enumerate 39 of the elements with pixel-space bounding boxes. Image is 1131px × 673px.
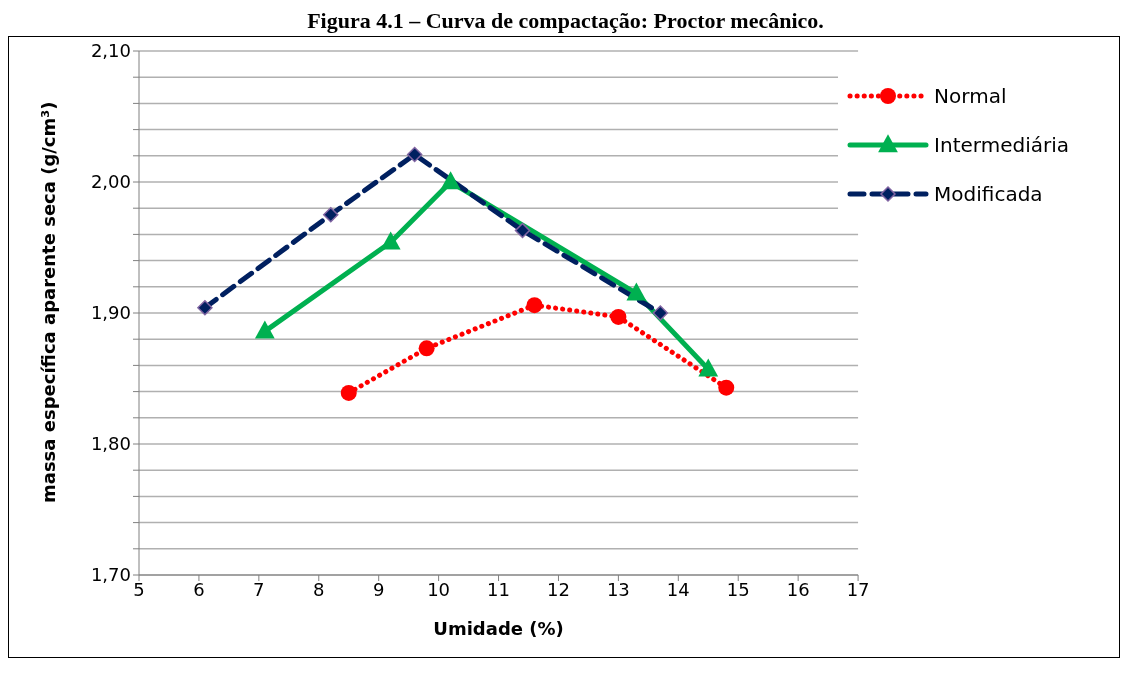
point: [418, 340, 435, 357]
point: [340, 384, 357, 401]
point: [652, 305, 669, 321]
x-tick-label: 17: [846, 578, 870, 600]
x-tick-label: 10: [427, 578, 451, 600]
point: [526, 297, 543, 314]
point: [440, 171, 461, 190]
legend-label: Modificada: [934, 181, 1043, 206]
point: [254, 320, 275, 339]
x-tick-label: 16: [786, 578, 810, 600]
point: [514, 222, 531, 239]
legend-label: Normal: [934, 83, 1007, 108]
x-tick-label: 7: [253, 578, 265, 600]
point: [698, 358, 719, 377]
x-tick-label: 5: [133, 578, 145, 600]
point: [406, 146, 423, 163]
x-tick-label: 8: [313, 578, 325, 600]
point: [718, 379, 735, 396]
x-tick-label: 6: [193, 578, 205, 600]
point: [380, 231, 401, 250]
y-tick-label: 1,80: [90, 433, 131, 455]
x-tick-label: 11: [487, 578, 510, 600]
y-tick-label: 2,00: [90, 171, 131, 193]
x-tick-label: 15: [726, 578, 750, 600]
chart-title: Figura 4.1 – Curva de compactação: Proctor mecânico.: [306, 8, 825, 35]
legend-label: Intermediária: [934, 132, 1069, 157]
point: [197, 300, 213, 316]
y-axis-title: massa específica aparente seca (g/cm³): [38, 101, 60, 503]
y-tick-label: 1,70: [90, 564, 131, 586]
point: [626, 282, 647, 301]
x-tick-label: 12: [547, 578, 570, 600]
x-tick-label: 14: [666, 578, 690, 600]
point: [610, 308, 627, 325]
x-tick-label: 9: [372, 578, 385, 600]
y-tick-label: 1,90: [90, 302, 131, 324]
x-axis-title: Umidade (%): [433, 618, 564, 639]
point: [323, 207, 339, 223]
y-tick-label: 2,10: [90, 40, 131, 62]
x-tick-label: 13: [606, 578, 630, 600]
